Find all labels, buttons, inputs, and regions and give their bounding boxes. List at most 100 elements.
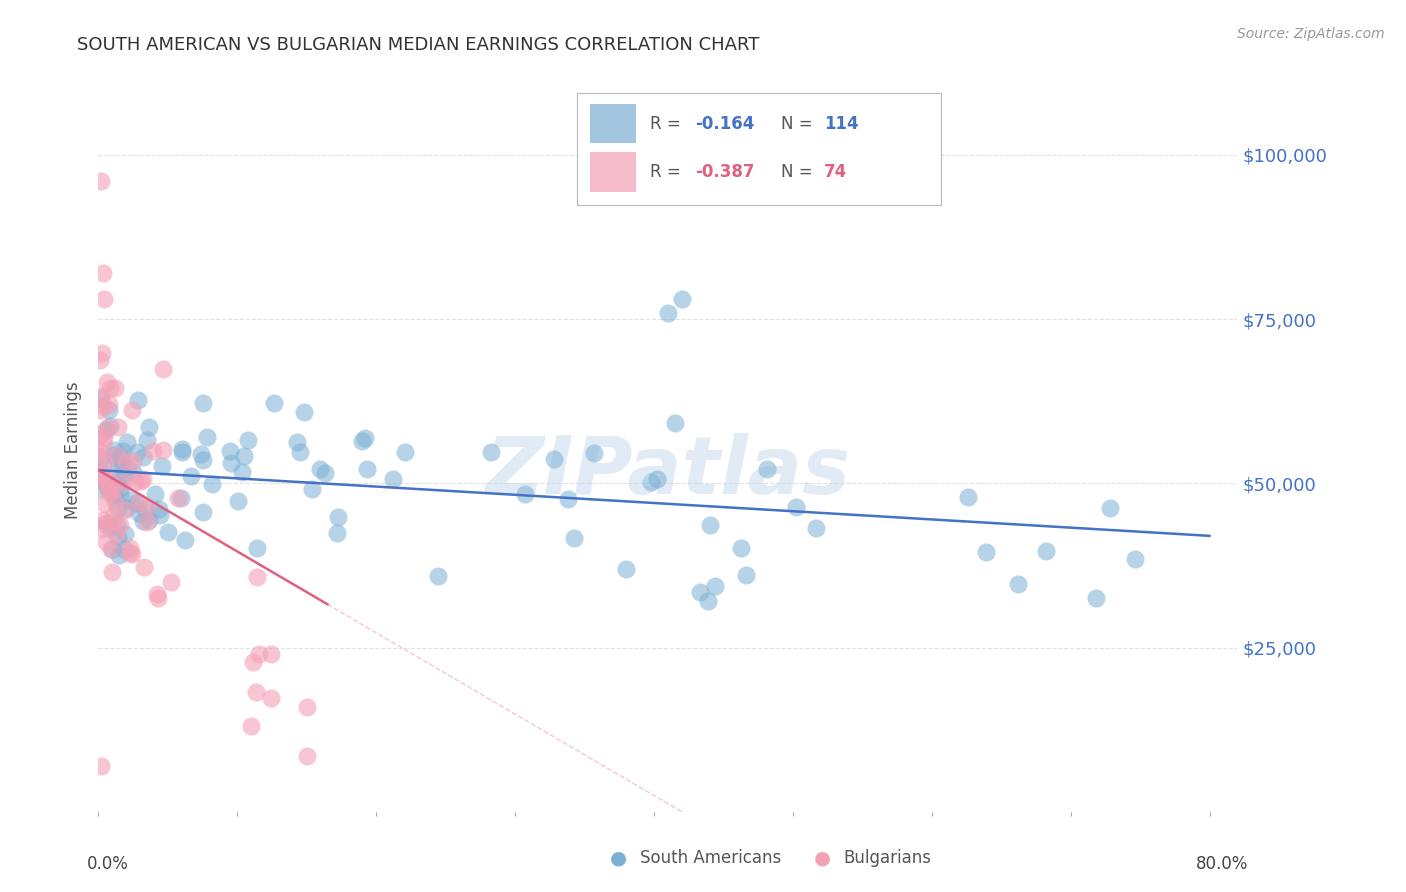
Point: [91, 435, 114, 450]
Point: [1035, 544, 1057, 558]
Point: [699, 517, 721, 532]
Point: [89, 470, 111, 484]
Point: [103, 486, 125, 500]
Point: [135, 434, 157, 448]
Text: R =: R =: [650, 114, 681, 133]
Point: [94, 475, 117, 490]
Point: [664, 416, 686, 430]
Point: [148, 502, 170, 516]
Point: [104, 476, 127, 491]
Point: [263, 396, 285, 410]
Point: [89, 403, 111, 417]
Point: [1098, 501, 1121, 516]
Point: [174, 533, 197, 548]
Point: [543, 452, 565, 467]
Text: 114: 114: [824, 114, 859, 133]
Text: 80.0%: 80.0%: [1197, 855, 1249, 873]
Point: [647, 472, 669, 486]
Point: [121, 402, 143, 417]
Point: [394, 445, 416, 459]
Point: [128, 506, 150, 520]
Point: [167, 491, 190, 506]
Point: [143, 487, 166, 501]
Point: [328, 510, 350, 524]
Point: [170, 491, 193, 505]
Point: [170, 442, 193, 456]
Point: [107, 501, 129, 516]
Point: [103, 443, 125, 458]
Point: [105, 473, 128, 487]
Point: [138, 513, 160, 527]
Text: N =: N =: [780, 163, 813, 181]
Point: [117, 461, 139, 475]
Point: [107, 476, 129, 491]
Point: [557, 491, 579, 506]
Bar: [591, 103, 636, 144]
Point: [285, 435, 308, 450]
Point: [295, 699, 318, 714]
Point: [89, 389, 111, 403]
Point: [356, 462, 378, 476]
Point: [93, 430, 115, 444]
Point: [96, 480, 118, 494]
Point: [132, 450, 155, 465]
Bar: [591, 152, 636, 192]
Point: [101, 508, 124, 523]
Point: [97, 483, 120, 497]
Point: [98, 472, 121, 486]
Point: [325, 525, 347, 540]
Point: [152, 362, 174, 376]
Point: [89, 482, 111, 496]
Point: [115, 435, 138, 450]
Point: [193, 506, 215, 520]
Point: [111, 458, 134, 472]
Point: [90, 467, 112, 482]
Point: [260, 690, 283, 705]
Point: [91, 513, 114, 527]
Point: [352, 434, 374, 449]
Point: [93, 399, 115, 413]
Point: [115, 455, 138, 469]
Point: [121, 547, 143, 561]
Point: [138, 420, 160, 434]
Point: [301, 482, 323, 496]
Point: [112, 541, 135, 556]
Point: [193, 453, 215, 467]
Point: [91, 522, 114, 536]
Point: [101, 565, 124, 579]
Point: [91, 467, 114, 482]
Point: [108, 457, 131, 471]
Point: [96, 375, 118, 389]
Point: [98, 418, 121, 433]
Point: [150, 458, 173, 473]
Point: [426, 569, 449, 583]
Y-axis label: Median Earnings: Median Earnings: [65, 382, 83, 519]
Point: [136, 515, 159, 529]
Point: [94, 457, 117, 471]
Text: -0.164: -0.164: [695, 114, 755, 133]
Point: [1085, 591, 1108, 606]
Point: [292, 404, 315, 418]
Point: [180, 468, 202, 483]
Point: [107, 530, 129, 544]
Point: [111, 452, 134, 467]
Point: [93, 516, 115, 531]
Point: [513, 487, 536, 501]
Point: [90, 450, 112, 465]
Point: [94, 497, 117, 511]
Point: [112, 468, 135, 483]
Point: [290, 445, 312, 459]
Point: [122, 465, 145, 479]
Point: [170, 445, 193, 459]
Point: [120, 546, 142, 560]
Point: [93, 458, 115, 472]
Point: [247, 648, 270, 662]
Point: [100, 542, 122, 557]
Point: [671, 293, 693, 307]
Point: [128, 495, 150, 509]
Point: [96, 423, 118, 437]
Point: [114, 526, 136, 541]
Point: [146, 591, 169, 606]
Point: [108, 487, 131, 501]
Point: [105, 448, 128, 462]
